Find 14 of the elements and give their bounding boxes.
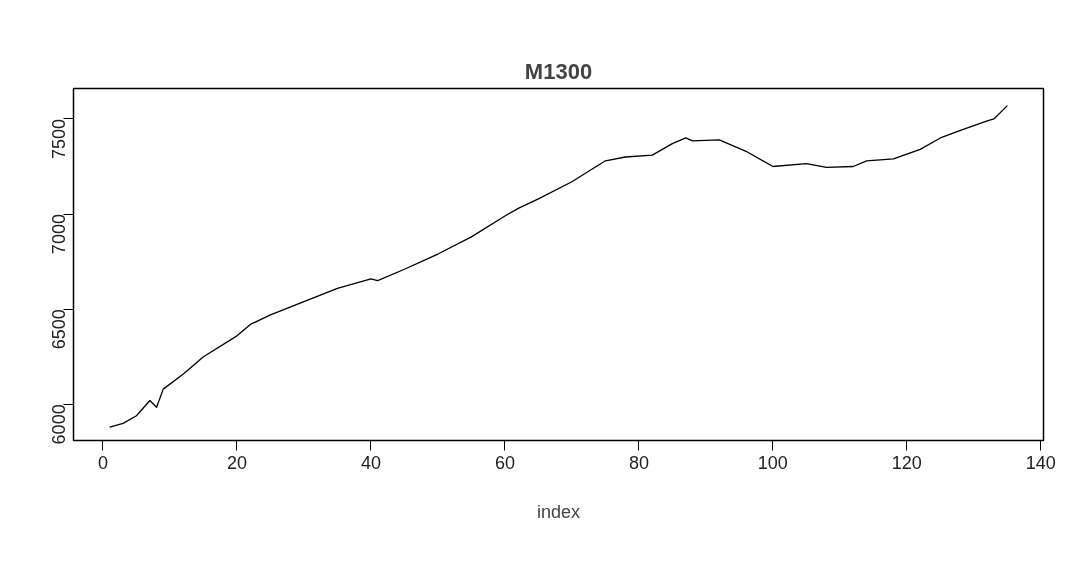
chart-title: M1300 <box>524 58 593 84</box>
x-axis-title: index <box>536 501 581 522</box>
x-tick-label: 120 <box>891 452 922 473</box>
y-tick-label: 7000 <box>49 214 69 255</box>
y-tick-label: 7500 <box>49 118 69 159</box>
x-tick-label: 100 <box>757 452 788 473</box>
x-tick-label: 80 <box>628 452 649 473</box>
x-tick-label: 20 <box>226 452 247 473</box>
x-tick-label: 0 <box>97 452 108 473</box>
x-tick-label: 60 <box>494 452 515 473</box>
y-tick-label: 6000 <box>49 404 69 445</box>
y-tick-label: 6500 <box>49 309 69 350</box>
x-tick-label: 40 <box>360 452 381 473</box>
x-tick-label: 140 <box>1025 452 1056 473</box>
